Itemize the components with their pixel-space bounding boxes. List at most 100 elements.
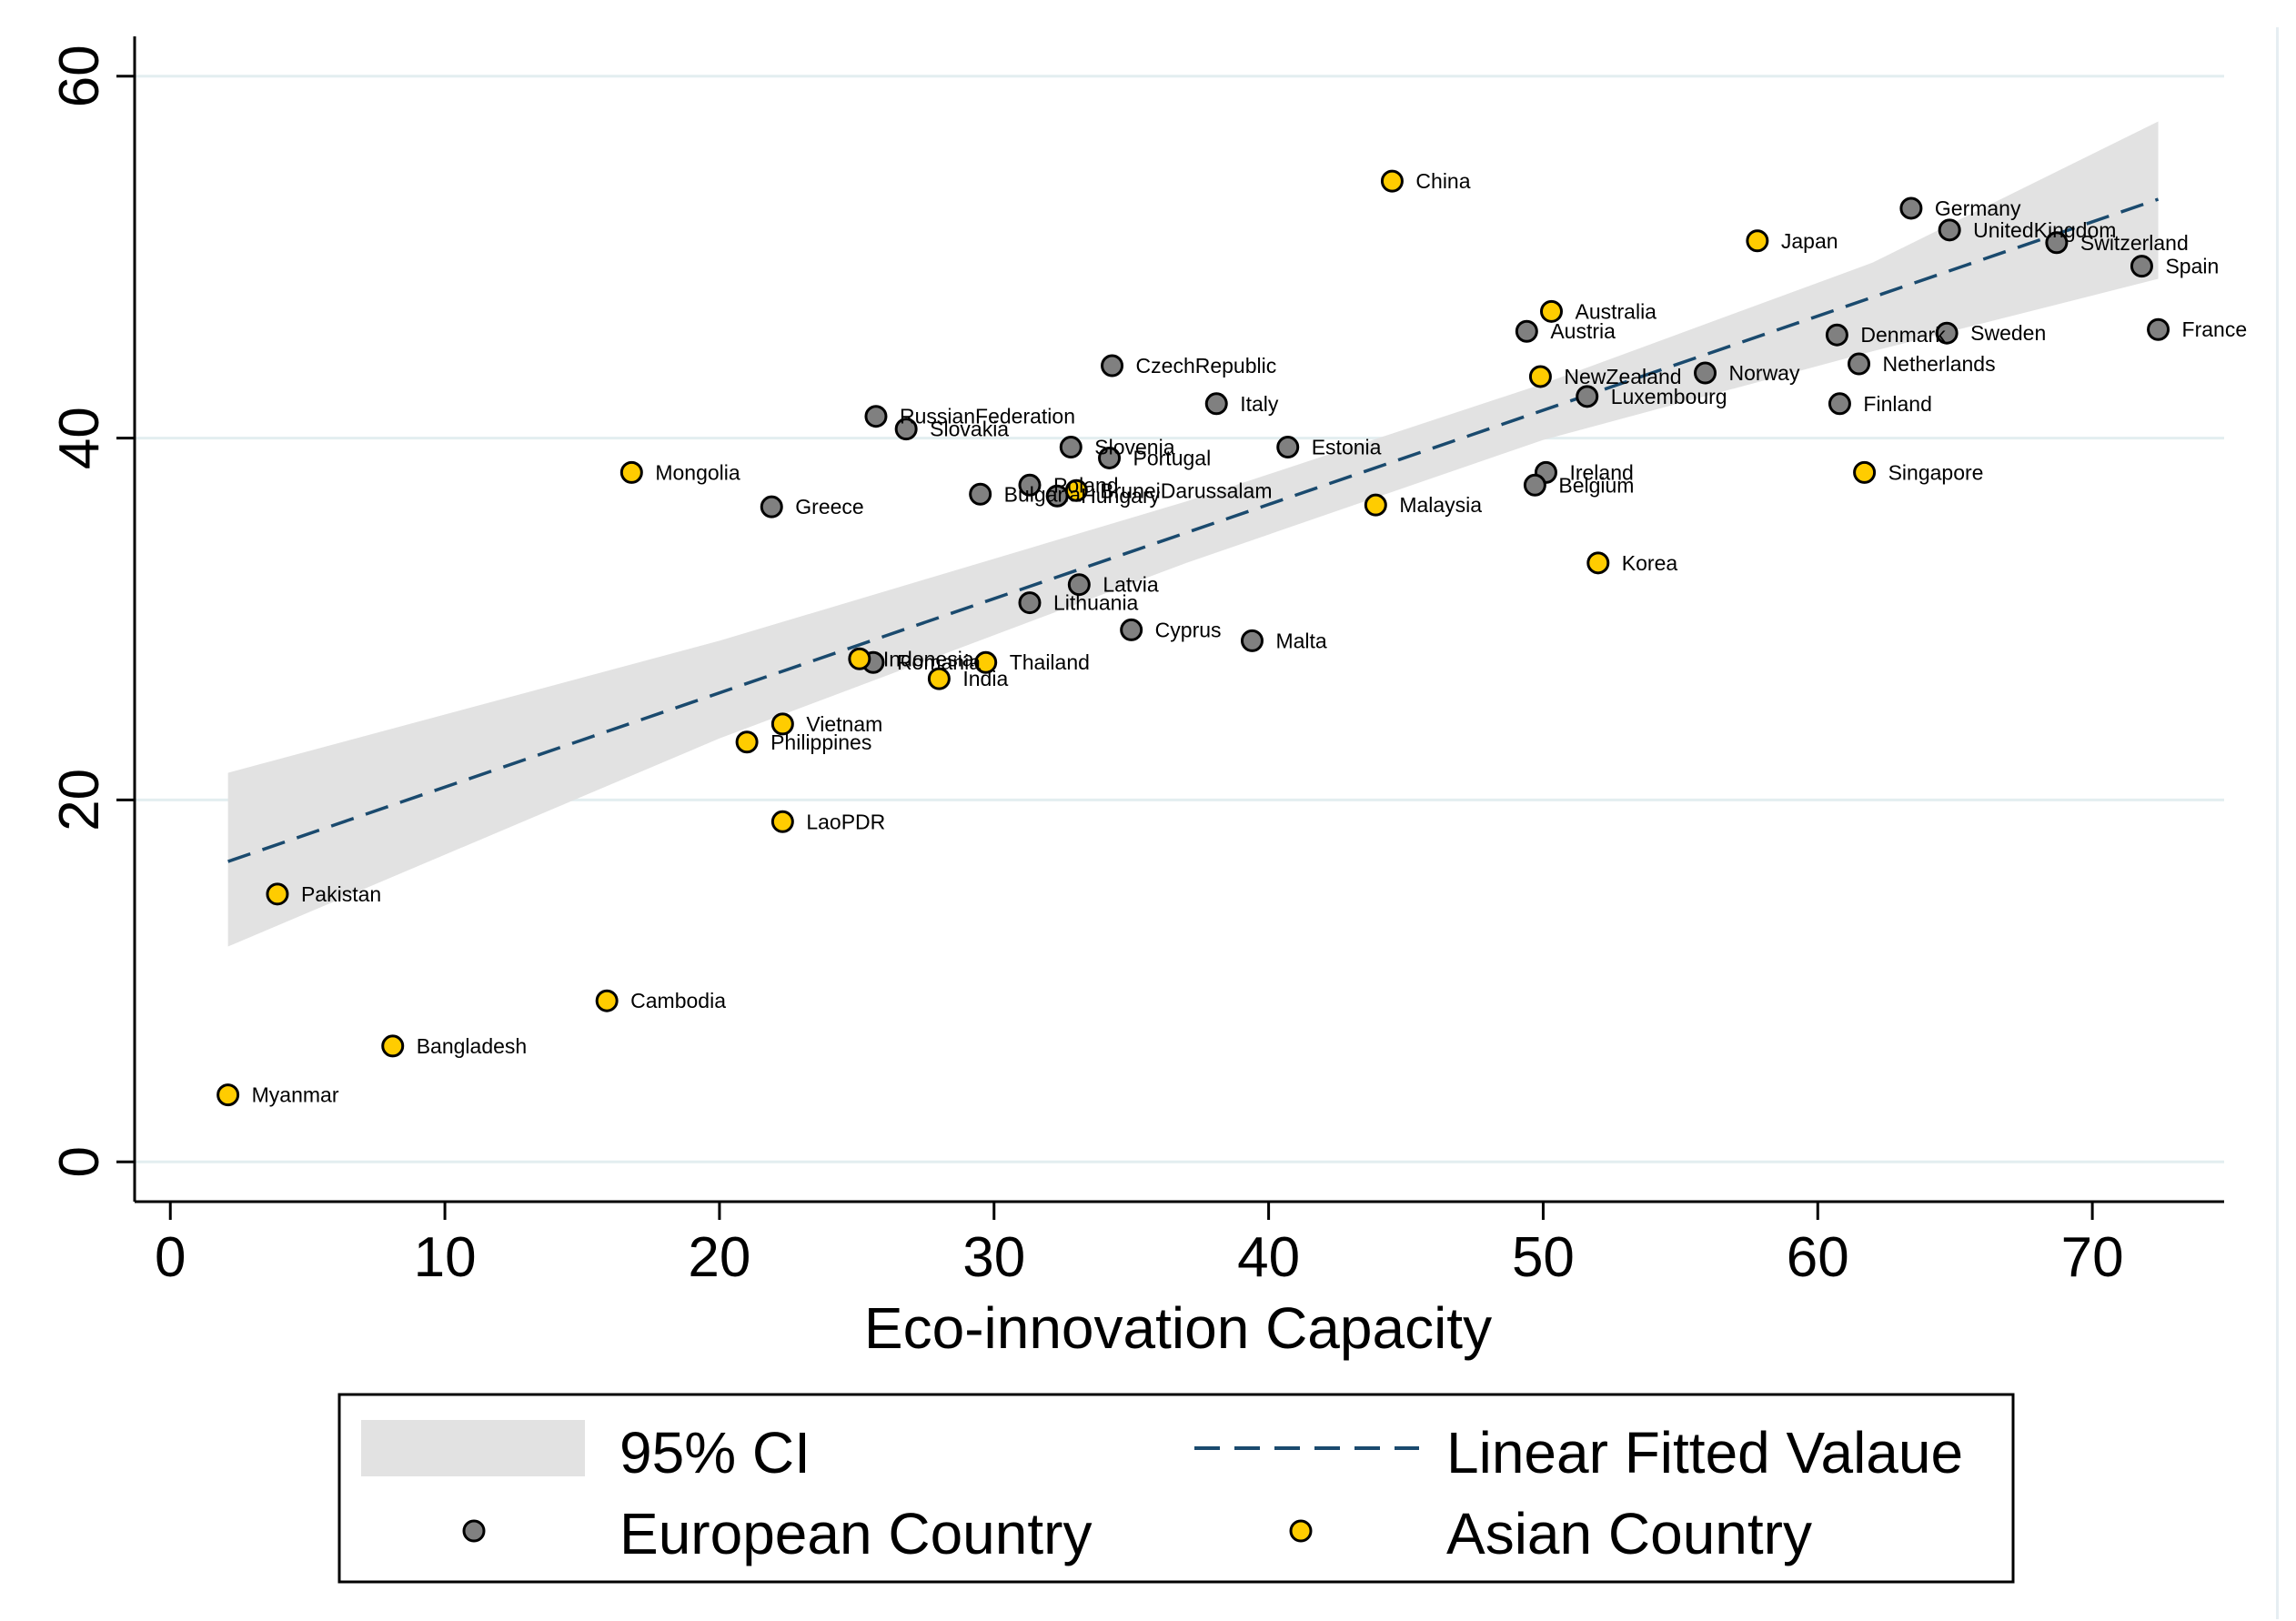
- asian-country-point: [1528, 365, 1552, 388]
- european-country-point: [760, 495, 783, 519]
- asian-country-point: [848, 647, 871, 670]
- asian-country-point: [1064, 478, 1088, 502]
- legend-label-ci: 95% CI: [619, 1420, 811, 1485]
- european-country-point: [1098, 446, 1122, 469]
- point-label: Luxembourg: [1611, 385, 1727, 408]
- point-label: Cyprus: [1155, 618, 1222, 641]
- point-label: Greece: [795, 495, 863, 519]
- point-label: Poland: [1053, 473, 1119, 497]
- legend-label-fit: Linear Fitted Valaue: [1446, 1420, 1963, 1485]
- right-edge-line: [2276, 27, 2279, 1619]
- point-label: Malta: [1275, 629, 1326, 652]
- asian-country-point: [1539, 299, 1563, 323]
- asian-country-point: [770, 712, 794, 736]
- point-label: Myanmar: [252, 1083, 339, 1107]
- asian-country-point: [1364, 493, 1387, 517]
- x-axis-title: Eco-innovation Capacity: [864, 1295, 1492, 1361]
- point-label: Malaysia: [1399, 493, 1482, 517]
- asian-country-point: [974, 650, 998, 674]
- y-tick-label-60: 60: [48, 45, 111, 107]
- point-label: Japan: [1781, 229, 1838, 253]
- legend-european-marker: [462, 1519, 486, 1543]
- point-label: Indonesia: [883, 647, 974, 670]
- x-tick-label-10: 10: [414, 1226, 477, 1289]
- european-country-point: [1059, 436, 1083, 459]
- european-country-point: [1828, 392, 1851, 416]
- point-label: Germany: [1935, 196, 2021, 220]
- point-label: Austria: [1550, 319, 1616, 343]
- asian-country-point: [927, 667, 951, 690]
- european-country-point: [1515, 319, 1538, 343]
- point-label: CzechRepublic: [1136, 354, 1277, 378]
- point-label: Lithuania: [1053, 591, 1139, 615]
- point-label: Vietnam: [806, 712, 882, 736]
- point-label: Hungary: [1081, 484, 1160, 508]
- x-tick-label-30: 30: [962, 1226, 1025, 1289]
- point-label: Australia: [1575, 299, 1657, 323]
- data-points: [217, 169, 2170, 1107]
- point-label: Spain: [2165, 255, 2219, 278]
- fit-line: [227, 197, 2160, 863]
- point-label: Singapore: [1888, 460, 1984, 484]
- european-country-point: [1935, 321, 1959, 345]
- point-label: Pakistan: [301, 882, 381, 906]
- european-country-point: [1101, 354, 1124, 378]
- point-label: Romania: [897, 650, 981, 674]
- european-country-point: [2045, 231, 2069, 255]
- asian-country-point: [1380, 169, 1404, 193]
- gridlines: [135, 75, 2224, 1163]
- point-label: Portugal: [1133, 446, 1212, 469]
- european-country-point: [1938, 218, 1961, 242]
- point-label: Bulgaria: [1004, 482, 1082, 506]
- point-label: Korea: [1622, 551, 1678, 575]
- european-country-point: [1848, 352, 1871, 376]
- asian-country-point: [595, 989, 619, 1012]
- fit-line-group: [227, 197, 2160, 863]
- point-label: Slovenia: [1094, 436, 1174, 459]
- asian-country-point: [770, 810, 794, 833]
- european-country-point: [2147, 317, 2170, 341]
- point-label: BruneiDarussalam: [1100, 478, 1272, 502]
- point-label: LaoPDR: [806, 810, 885, 833]
- european-country-point: [1825, 323, 1848, 347]
- asian-country-point: [1586, 551, 1610, 575]
- asian-country-point: [735, 730, 759, 754]
- axes: 0 20 40 60 0 10 20 30 40 50 60 70: [48, 36, 2224, 1289]
- x-tick-label-0: 0: [155, 1226, 186, 1289]
- x-tick-label-50: 50: [1512, 1226, 1575, 1289]
- y-tick-label-40: 40: [48, 407, 111, 469]
- european-country-point: [1204, 392, 1228, 416]
- european-country-point: [1523, 473, 1546, 497]
- legend-label-european: European Country: [619, 1501, 1092, 1566]
- european-country-point: [1576, 385, 1599, 408]
- y-tick-label-20: 20: [48, 769, 111, 831]
- x-tick-label-60: 60: [1787, 1226, 1849, 1289]
- point-label: Norway: [1729, 361, 1800, 385]
- european-country-point: [1120, 618, 1143, 641]
- ci-band-area: [227, 121, 2159, 947]
- asian-country-point: [619, 460, 643, 484]
- point-label: China: [1415, 169, 1470, 193]
- european-country-point: [1694, 361, 1717, 385]
- legend-asian-marker: [1289, 1519, 1313, 1543]
- point-label: Ireland: [1569, 460, 1633, 484]
- point-label: Philippines: [770, 730, 871, 754]
- point-label: Switzerland: [2080, 231, 2189, 255]
- point-label: Belgium: [1558, 473, 1634, 497]
- legend: 95% CI Linear Fitted Valaue European Cou…: [337, 1393, 2015, 1584]
- european-country-point: [1240, 629, 1264, 652]
- legend-box: [337, 1393, 2015, 1584]
- x-tick-label-40: 40: [1237, 1226, 1300, 1289]
- point-label: Bangladesh: [417, 1034, 528, 1058]
- point-label: Italy: [1240, 392, 1279, 416]
- point-label: France: [2182, 317, 2248, 341]
- point-label: RussianFederation: [900, 405, 1075, 428]
- point-label: Denmark: [1860, 323, 1946, 347]
- european-country-point: [1018, 591, 1042, 615]
- point-label: Thailand: [1010, 650, 1090, 674]
- european-country-point: [1899, 196, 1923, 220]
- european-country-point: [969, 482, 992, 506]
- y-tick-label-0: 0: [48, 1146, 111, 1177]
